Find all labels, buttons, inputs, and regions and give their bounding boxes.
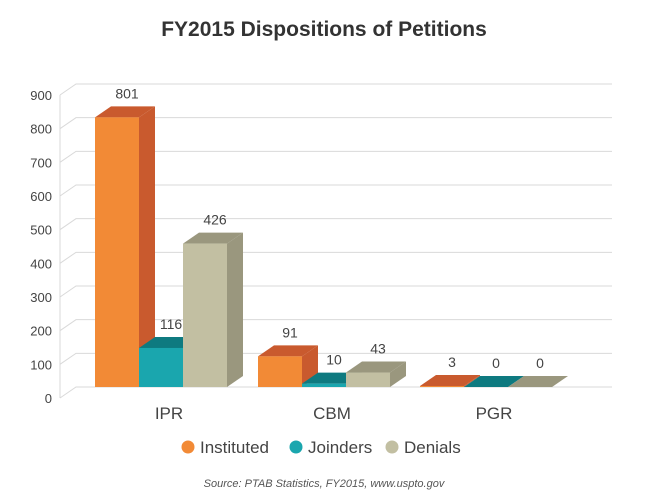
data-label: 91 [282,324,298,340]
grid-line [59,285,612,298]
legend-item-instituted: Instituted [181,438,269,457]
category-label: PGR [476,404,513,423]
y-tick-label: 900 [30,88,52,103]
legend-item-joinders: Joinders [289,438,372,457]
chart-title: FY2015 Dispositions of Petitions [161,18,487,41]
grid-line [59,386,612,399]
data-label: 0 [492,355,500,371]
legend-label: Denials [404,438,461,457]
y-tick-label: 200 [30,324,52,339]
grid-line [59,251,612,264]
legend-item-denials: Denials [385,438,461,457]
y-tick-label: 500 [30,223,52,238]
grid-line [59,352,612,365]
source-note: Source: PTAB Statistics, FY2015, www.usp… [203,478,445,490]
category-label: CBM [313,404,351,423]
grid-line [59,218,612,231]
y-tick-label: 800 [30,122,52,137]
y-tick-label: 400 [30,256,52,271]
grid-line [59,117,612,130]
bar-pgr-denials [508,376,568,387]
data-label: 3 [448,354,456,370]
y-tick-label: 700 [30,155,52,170]
data-labels: 801 116 426 91 10 43 3 0 0 [115,85,544,371]
grid-line [59,184,612,197]
data-label: 116 [160,316,183,332]
bar-pgr-joinders [464,376,524,387]
data-label: 43 [370,341,386,357]
bar-ipr-denials [183,232,243,387]
bar-ipr-instituted [95,106,155,387]
legend-label: Instituted [200,438,269,457]
legend-swatch [181,440,195,454]
data-label: 0 [536,355,544,371]
y-tick-label: 0 [45,391,52,406]
category-labels: IPR CBM PGR [155,404,513,423]
grid-line [59,83,612,96]
data-label: 10 [326,352,342,368]
bar-pgr-instituted [420,374,480,387]
y-tick-label: 300 [30,290,52,305]
legend-swatch [385,440,399,454]
grid-line [59,319,612,332]
y-tick-label: 100 [30,357,52,372]
legend-swatch [289,440,303,454]
data-label: 801 [115,85,139,101]
y-axis-ticks: 0 100 200 300 400 500 600 700 800 900 [30,88,52,406]
data-label: 426 [203,212,227,228]
grid-lines [59,83,612,399]
y-tick-label: 600 [30,189,52,204]
category-label: IPR [155,404,183,423]
legend: Instituted Joinders Denials [181,438,461,457]
bars [95,106,568,387]
grid-line [59,150,612,163]
bar-cbm-denials [346,361,406,387]
legend-label: Joinders [308,438,372,457]
